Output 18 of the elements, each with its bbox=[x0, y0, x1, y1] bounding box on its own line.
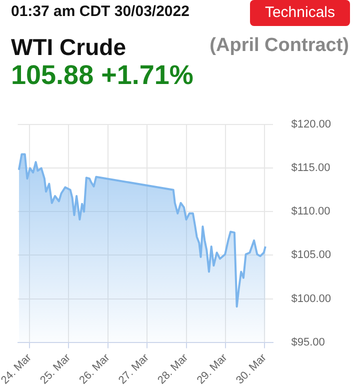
x-tick-label: 28. Mar bbox=[156, 352, 191, 387]
y-tick-label: $95.00 bbox=[291, 336, 325, 348]
x-tick-label: 26. Mar bbox=[77, 352, 112, 387]
y-tick-label: $110.00 bbox=[291, 206, 330, 218]
y-tick-label: $105.00 bbox=[291, 249, 332, 262]
y-tick-label: $100.00 bbox=[291, 292, 332, 305]
x-tick-label: 24. Mar bbox=[0, 352, 34, 387]
x-tick-label: 29. Mar bbox=[194, 352, 230, 387]
x-tick-label: 30. Mar bbox=[234, 352, 270, 387]
chart-subtitle: (April Contract) bbox=[210, 35, 349, 57]
x-tick-label: 27. Mar bbox=[116, 352, 152, 387]
text: Technicals bbox=[250, 0, 350, 26]
y-tick-label: $115.00 bbox=[291, 162, 330, 174]
text: 01:37 am CDT 30/03/2022 bbox=[11, 3, 190, 20]
y-tick-label: $120.00 bbox=[291, 118, 332, 131]
chart-title: WTI Crude bbox=[11, 34, 126, 61]
text: 105.88 +1.71% bbox=[11, 60, 194, 91]
x-tick-label: 25. Mar bbox=[38, 352, 74, 387]
